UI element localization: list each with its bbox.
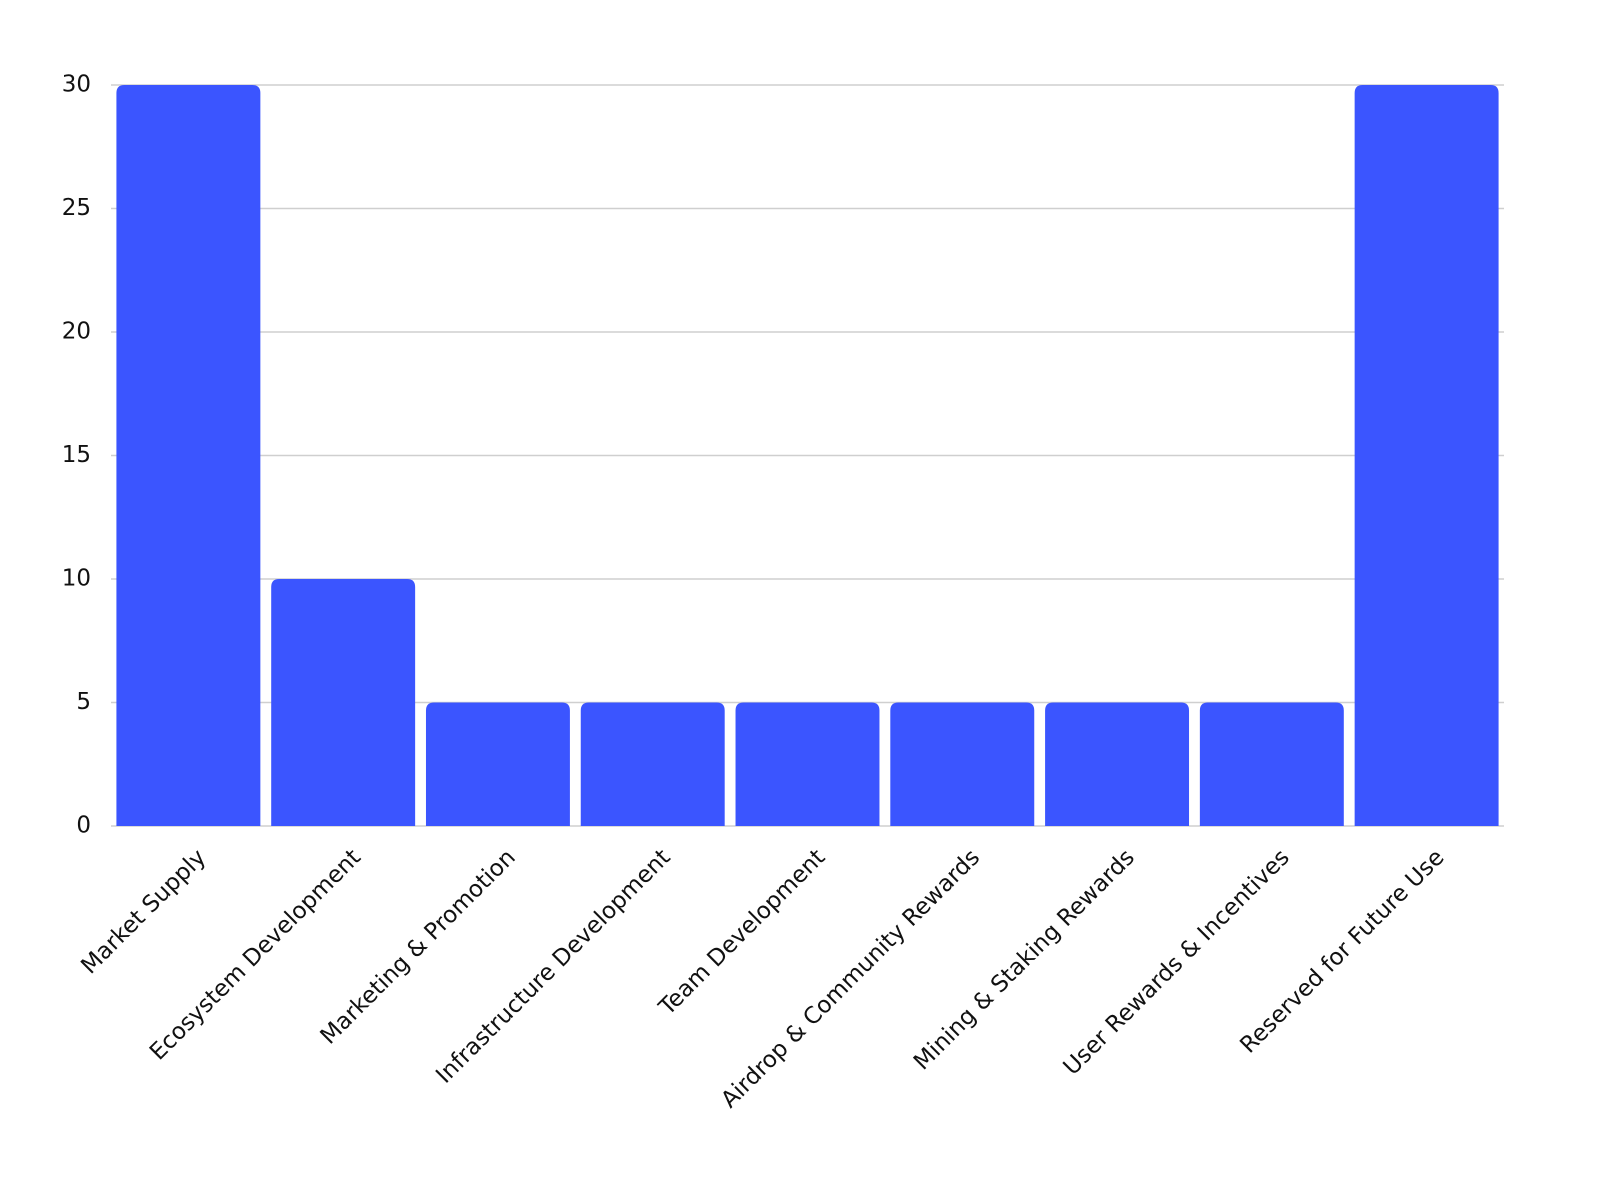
bar	[271, 579, 416, 826]
x-tick-label: Airdrop & Community Rewards	[716, 844, 985, 1113]
bar	[425, 702, 570, 826]
bar	[1354, 85, 1499, 826]
bar	[890, 702, 1035, 826]
bar	[1199, 702, 1344, 826]
x-tick-label: Team Development	[654, 844, 831, 1021]
bar	[580, 702, 725, 826]
bar	[1045, 702, 1190, 826]
y-tick-label: 30	[62, 72, 91, 98]
y-tick-label: 25	[62, 195, 91, 221]
y-tick-label: 5	[76, 689, 91, 715]
x-tick-label: Market Supply	[76, 844, 211, 979]
bar	[116, 85, 261, 826]
bar	[735, 702, 880, 826]
y-tick-label: 0	[76, 813, 91, 839]
y-tick-label: 20	[62, 319, 91, 345]
y-tick-label: 15	[62, 442, 91, 468]
y-tick-label: 10	[62, 566, 91, 592]
